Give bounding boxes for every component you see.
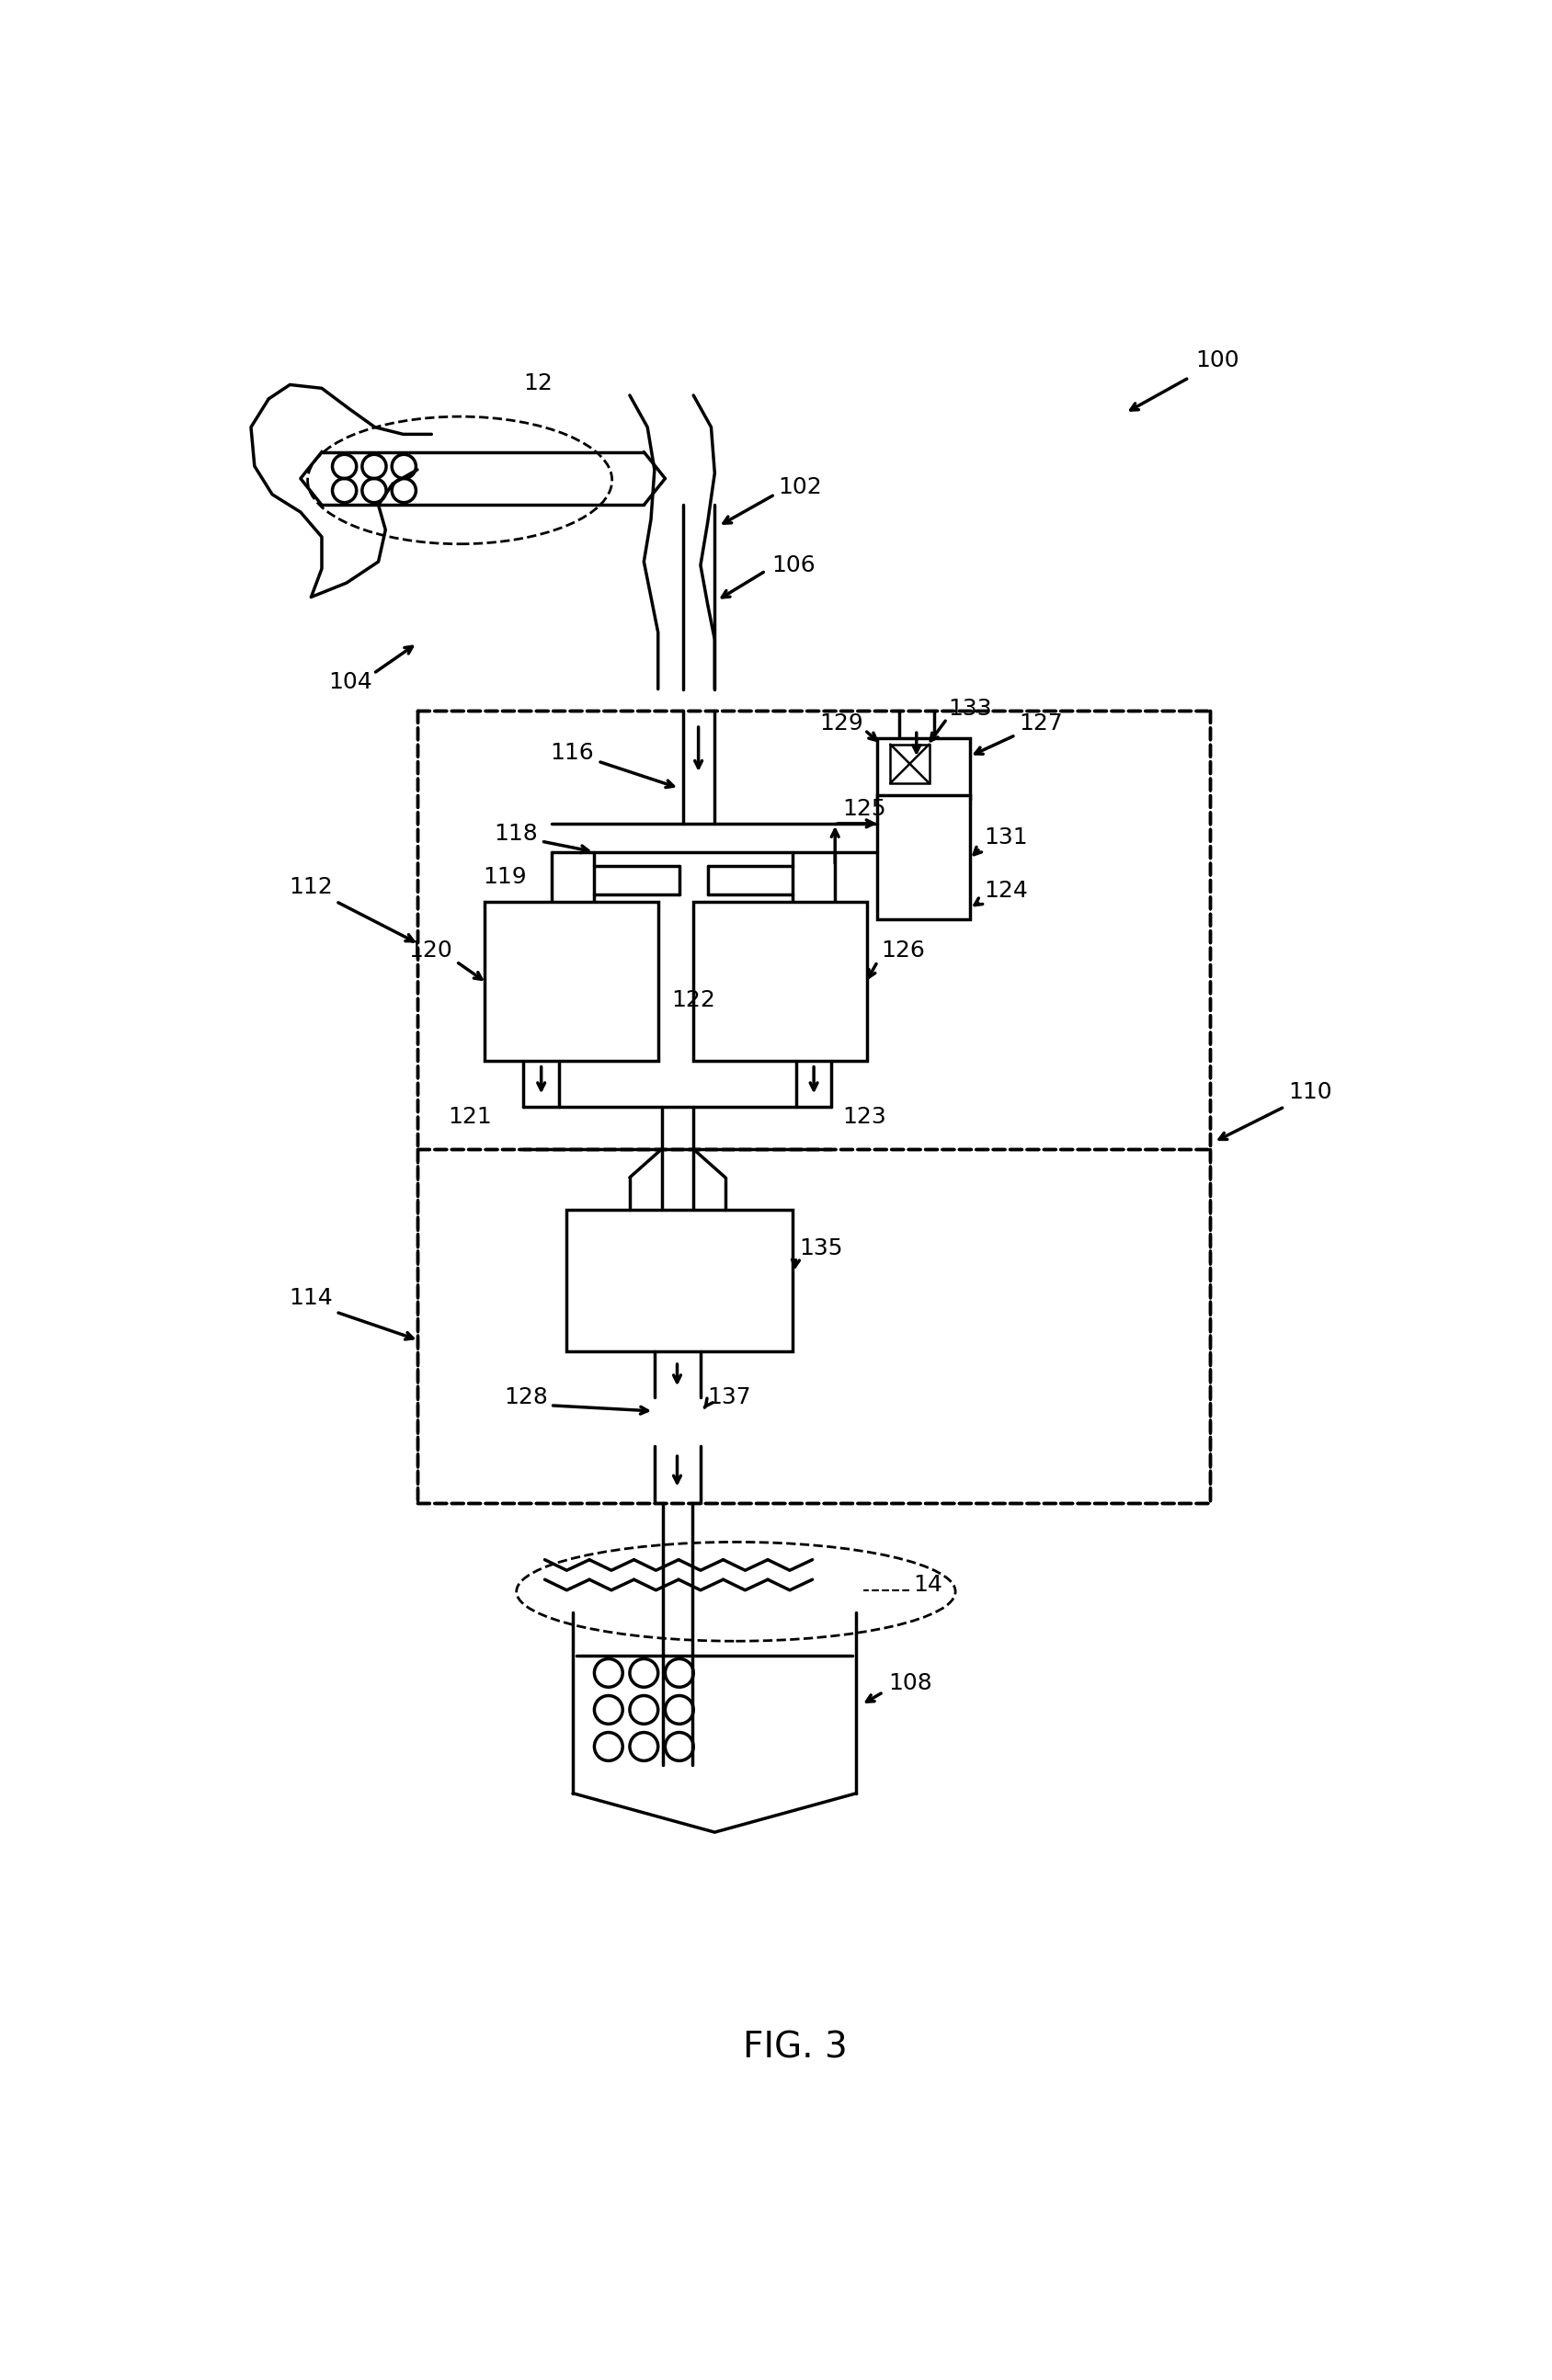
Text: 14: 14 xyxy=(913,1573,942,1595)
Text: 110: 110 xyxy=(1288,1081,1332,1104)
Text: 131: 131 xyxy=(984,826,1027,850)
Text: 108: 108 xyxy=(888,1673,933,1695)
Text: 118: 118 xyxy=(494,823,537,845)
Text: 100: 100 xyxy=(1195,350,1238,371)
Bar xyxy=(566,1209,793,1352)
Text: 123: 123 xyxy=(843,1107,886,1128)
Bar xyxy=(484,902,658,1061)
Text: 135: 135 xyxy=(799,1238,843,1259)
Text: 127: 127 xyxy=(1020,712,1063,733)
Text: 122: 122 xyxy=(672,990,715,1011)
Bar xyxy=(877,795,970,919)
Text: 119: 119 xyxy=(483,866,528,888)
Text: 116: 116 xyxy=(551,743,594,764)
Bar xyxy=(694,902,868,1061)
Text: 106: 106 xyxy=(771,555,815,576)
Text: 12: 12 xyxy=(523,371,553,395)
Text: 137: 137 xyxy=(708,1385,751,1409)
Text: 129: 129 xyxy=(819,712,863,733)
Text: 114: 114 xyxy=(289,1288,332,1309)
Text: 120: 120 xyxy=(408,940,453,962)
Text: 124: 124 xyxy=(984,881,1027,902)
Bar xyxy=(877,738,970,800)
Text: FIG. 3: FIG. 3 xyxy=(743,2030,847,2066)
Text: 121: 121 xyxy=(449,1107,492,1128)
Text: 102: 102 xyxy=(779,476,823,497)
Text: 125: 125 xyxy=(843,797,886,821)
Text: 128: 128 xyxy=(504,1385,548,1409)
Text: 104: 104 xyxy=(329,671,372,693)
Bar xyxy=(891,745,930,783)
Text: 133: 133 xyxy=(948,697,992,719)
Text: 126: 126 xyxy=(882,940,925,962)
Text: 112: 112 xyxy=(289,876,332,897)
